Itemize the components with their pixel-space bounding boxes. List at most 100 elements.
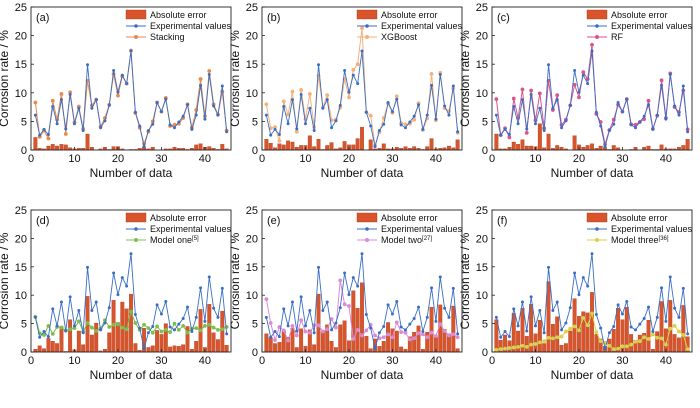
y-tick-label: 10	[246, 88, 258, 100]
model-point	[142, 322, 146, 327]
y-tick-label: 10	[476, 290, 488, 302]
error-bar	[181, 344, 186, 353]
experimental-point	[607, 129, 611, 133]
legend-marker-model	[595, 35, 599, 39]
error-bar	[133, 343, 138, 353]
model-point	[494, 97, 499, 101]
y-axis-title: Corrosion rate / %	[0, 30, 11, 127]
experimental-point	[673, 104, 677, 108]
experimental-point	[220, 286, 224, 290]
experimental-point	[564, 321, 568, 325]
experimental-point	[77, 309, 81, 313]
experimental-point	[286, 324, 290, 328]
error-bar	[194, 341, 199, 353]
panel-label: (b)	[267, 12, 280, 24]
model-point	[624, 344, 629, 349]
experimental-point	[373, 347, 377, 351]
experimental-point	[55, 324, 59, 328]
model-point	[429, 72, 434, 76]
experimental-point	[664, 319, 668, 323]
error-bar	[555, 316, 560, 353]
model-point	[50, 98, 55, 103]
model-point	[181, 323, 186, 328]
model-point	[677, 329, 681, 334]
experimental-point	[277, 335, 281, 339]
error-bar	[50, 341, 55, 353]
legend-swatch-bar	[125, 9, 147, 20]
model-point	[503, 346, 507, 351]
experimental-point	[360, 49, 364, 53]
x-tick-label: 0	[489, 153, 495, 165]
experimental-point	[277, 133, 281, 137]
panel-label: (a)	[36, 12, 49, 24]
experimental-point	[64, 127, 68, 131]
model-point	[494, 347, 499, 352]
error-bar	[63, 144, 68, 151]
experimental-point	[533, 122, 537, 126]
model-point	[542, 339, 547, 344]
error-bar	[368, 348, 373, 353]
legend-label-model: Model three[36]	[611, 235, 669, 245]
experimental-point	[81, 129, 85, 133]
model-point	[94, 329, 99, 333]
legend-label-bar: Absolute error	[150, 10, 207, 20]
model-point	[129, 309, 133, 314]
experimental-point	[347, 293, 351, 297]
error-bar	[381, 143, 386, 151]
model-point	[668, 326, 673, 331]
experimental-point	[616, 101, 620, 105]
error-bar	[277, 342, 282, 353]
experimental-point	[620, 110, 624, 114]
experimental-point	[369, 124, 373, 128]
error-bar	[81, 344, 86, 353]
error-bar	[559, 345, 564, 353]
model-point	[533, 342, 538, 346]
experimental-point	[551, 309, 555, 313]
experimental-point	[133, 110, 137, 114]
model-point	[299, 88, 304, 92]
experimental-point	[220, 84, 224, 88]
experimental-point	[308, 309, 312, 313]
experimental-point	[594, 110, 598, 114]
model-point	[111, 322, 116, 327]
model-point	[581, 316, 586, 320]
experimental-point	[77, 106, 81, 110]
legend-label-bar: Absolute error	[150, 213, 207, 223]
experimental-point	[686, 130, 690, 134]
experimental-point	[194, 113, 198, 117]
error-bar	[85, 133, 90, 151]
error-bar	[516, 144, 521, 151]
model-point	[537, 340, 542, 345]
experimental-point	[181, 114, 185, 118]
experimental-point	[525, 127, 529, 131]
model-point	[273, 338, 277, 342]
experimental-point	[638, 322, 642, 326]
legend-marker-model	[134, 35, 138, 39]
experimental-point	[655, 315, 659, 319]
experimental-point	[190, 330, 194, 334]
error-bar	[516, 330, 521, 353]
model-point	[46, 323, 51, 328]
experimental-point	[51, 105, 55, 109]
y-tick-label: 15	[15, 262, 27, 274]
error-bar	[368, 139, 373, 151]
model-point	[216, 327, 220, 332]
experimental-point	[299, 295, 303, 299]
x-tick-label: 0	[28, 153, 34, 165]
model-point	[347, 95, 351, 100]
x-tick-label: 10	[529, 355, 541, 367]
experimental-point	[512, 105, 516, 109]
x-tick-label: 10	[299, 355, 311, 367]
experimental-point	[177, 322, 181, 326]
error-bar	[529, 145, 534, 151]
error-bar	[268, 337, 273, 353]
x-tick-label: 40	[199, 153, 211, 165]
error-bar	[150, 345, 155, 353]
model-point	[264, 102, 269, 107]
error-bar	[659, 144, 664, 151]
experimental-point	[430, 83, 434, 87]
y-tick-label: 15	[15, 59, 27, 71]
error-bar	[672, 334, 677, 353]
error-bar	[207, 146, 212, 151]
